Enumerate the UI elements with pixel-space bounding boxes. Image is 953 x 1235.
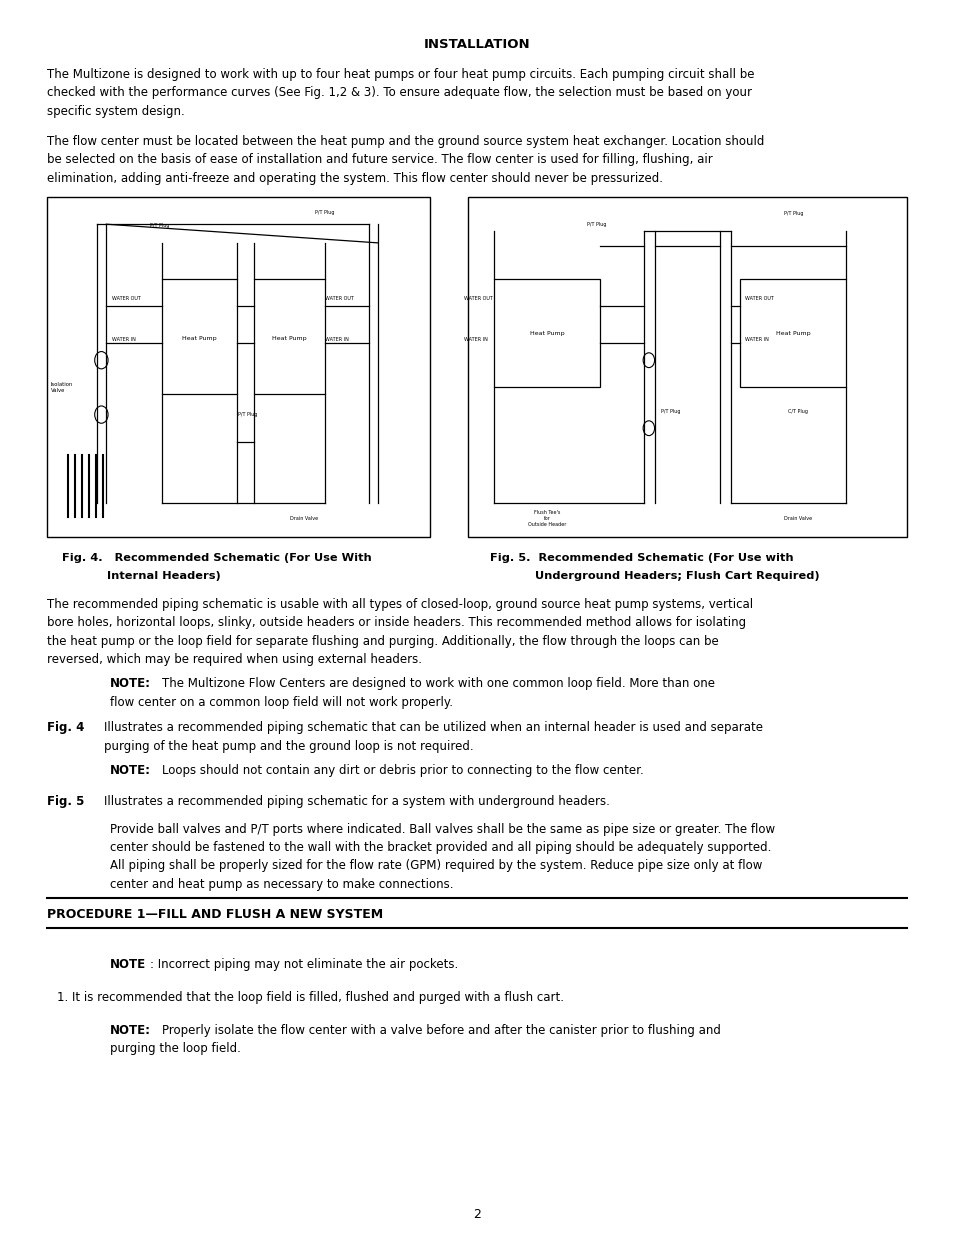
Text: 1. It is recommended that the loop field is filled, flushed and purged with a fl: 1. It is recommended that the loop field… — [57, 990, 563, 1004]
Text: NOTE:: NOTE: — [110, 677, 151, 690]
Text: Fig. 5.  Recommended Schematic (For Use with: Fig. 5. Recommended Schematic (For Use w… — [490, 553, 793, 563]
Bar — [468, 198, 906, 537]
Text: WATER OUT: WATER OUT — [743, 296, 773, 301]
Text: flow center on a common loop field will not work properly.: flow center on a common loop field will … — [110, 695, 453, 709]
Text: bore holes, horizontal loops, slinky, outside headers or inside headers. This re: bore holes, horizontal loops, slinky, ou… — [47, 616, 745, 630]
Text: INSTALLATION: INSTALLATION — [423, 38, 530, 51]
Text: reversed, which may be required when using external headers.: reversed, which may be required when usi… — [47, 653, 421, 666]
Bar — [253, 279, 324, 394]
Text: purging the loop field.: purging the loop field. — [110, 1042, 240, 1055]
Text: Illustrates a recommended piping schematic for a system with underground headers: Illustrates a recommended piping schemat… — [104, 794, 609, 808]
Text: Provide ball valves and P/T ports where indicated. Ball valves shall be the same: Provide ball valves and P/T ports where … — [110, 823, 774, 836]
Text: Isolation
Valve: Isolation Valve — [51, 382, 73, 393]
Text: Underground Headers; Flush Cart Required): Underground Headers; Flush Cart Required… — [535, 571, 819, 580]
Text: WATER IN: WATER IN — [463, 337, 487, 342]
Text: NOTE:: NOTE: — [110, 764, 151, 777]
Text: P/T Plug: P/T Plug — [314, 210, 335, 215]
Text: Drain Valve: Drain Valve — [783, 516, 811, 521]
Text: WATER IN: WATER IN — [324, 337, 348, 342]
Text: specific system design.: specific system design. — [47, 105, 185, 117]
Text: Flush Tee's
for
Outside Header: Flush Tee's for Outside Header — [527, 510, 566, 527]
Bar — [494, 279, 599, 388]
Text: P/T Plug: P/T Plug — [660, 409, 679, 414]
Text: Fig. 5: Fig. 5 — [47, 794, 84, 808]
Text: P/T Plug: P/T Plug — [783, 211, 802, 216]
Text: WATER IN: WATER IN — [743, 337, 767, 342]
Text: Heat Pump: Heat Pump — [272, 336, 306, 341]
Text: purging of the heat pump and the ground loop is not required.: purging of the heat pump and the ground … — [104, 740, 473, 752]
Text: be selected on the basis of ease of installation and future service. The flow ce: be selected on the basis of ease of inst… — [47, 153, 712, 167]
Text: elimination, adding anti-freeze and operating the system. This flow center shoul: elimination, adding anti-freeze and oper… — [47, 172, 662, 185]
Text: The Multizone Flow Centers are designed to work with one common loop field. More: The Multizone Flow Centers are designed … — [162, 677, 714, 690]
Text: Heat Pump: Heat Pump — [529, 331, 564, 336]
Text: C/T Plug: C/T Plug — [787, 409, 807, 414]
Bar — [47, 198, 430, 537]
Text: All piping shall be properly sized for the flow rate (GPM) required by the syste: All piping shall be properly sized for t… — [110, 860, 761, 872]
Text: Heat Pump: Heat Pump — [182, 336, 216, 341]
Bar — [740, 279, 844, 388]
Text: : Incorrect piping may not eliminate the air pockets.: : Incorrect piping may not eliminate the… — [150, 957, 457, 971]
Text: Properly isolate the flow center with a valve before and after the canister prio: Properly isolate the flow center with a … — [162, 1024, 720, 1037]
Text: The flow center must be located between the heat pump and the ground source syst: The flow center must be located between … — [47, 135, 763, 148]
Text: 2: 2 — [473, 1208, 480, 1221]
Text: center should be fastened to the wall with the bracket provided and all piping s: center should be fastened to the wall wi… — [110, 841, 771, 855]
Text: Loops should not contain any dirt or debris prior to connecting to the flow cent: Loops should not contain any dirt or deb… — [162, 764, 643, 777]
Text: WATER OUT: WATER OUT — [324, 296, 354, 301]
Text: WATER IN: WATER IN — [112, 337, 136, 342]
Text: Heat Pump: Heat Pump — [775, 331, 809, 336]
Text: the heat pump or the loop field for separate flushing and purging. Additionally,: the heat pump or the loop field for sepa… — [47, 635, 718, 647]
Text: Fig. 4: Fig. 4 — [47, 721, 84, 735]
Text: Fig. 4.   Recommended Schematic (For Use With: Fig. 4. Recommended Schematic (For Use W… — [62, 553, 372, 563]
Text: NOTE:: NOTE: — [110, 1024, 151, 1037]
Text: NOTE: NOTE — [110, 957, 146, 971]
Text: P/T Plug: P/T Plug — [238, 412, 257, 417]
Text: WATER OUT: WATER OUT — [463, 296, 492, 301]
Bar — [162, 279, 236, 394]
Text: The Multizone is designed to work with up to four heat pumps or four heat pump c: The Multizone is designed to work with u… — [47, 68, 754, 82]
Text: center and heat pump as necessary to make connections.: center and heat pump as necessary to mak… — [110, 878, 453, 890]
Text: Internal Headers): Internal Headers) — [107, 571, 220, 580]
Text: P/T Plug: P/T Plug — [586, 222, 605, 227]
Text: The recommended piping schematic is usable with all types of closed-loop, ground: The recommended piping schematic is usab… — [47, 598, 752, 611]
Text: Drain Valve: Drain Valve — [290, 516, 318, 521]
Text: WATER OUT: WATER OUT — [112, 296, 141, 301]
Text: PROCEDURE 1—FILL AND FLUSH A NEW SYSTEM: PROCEDURE 1—FILL AND FLUSH A NEW SYSTEM — [47, 908, 383, 921]
Text: P/T Plug: P/T Plug — [151, 224, 170, 228]
Text: checked with the performance curves (See Fig. 1,2 & 3). To ensure adequate flow,: checked with the performance curves (See… — [47, 86, 751, 99]
Text: Illustrates a recommended piping schematic that can be utilized when an internal: Illustrates a recommended piping schemat… — [104, 721, 762, 735]
